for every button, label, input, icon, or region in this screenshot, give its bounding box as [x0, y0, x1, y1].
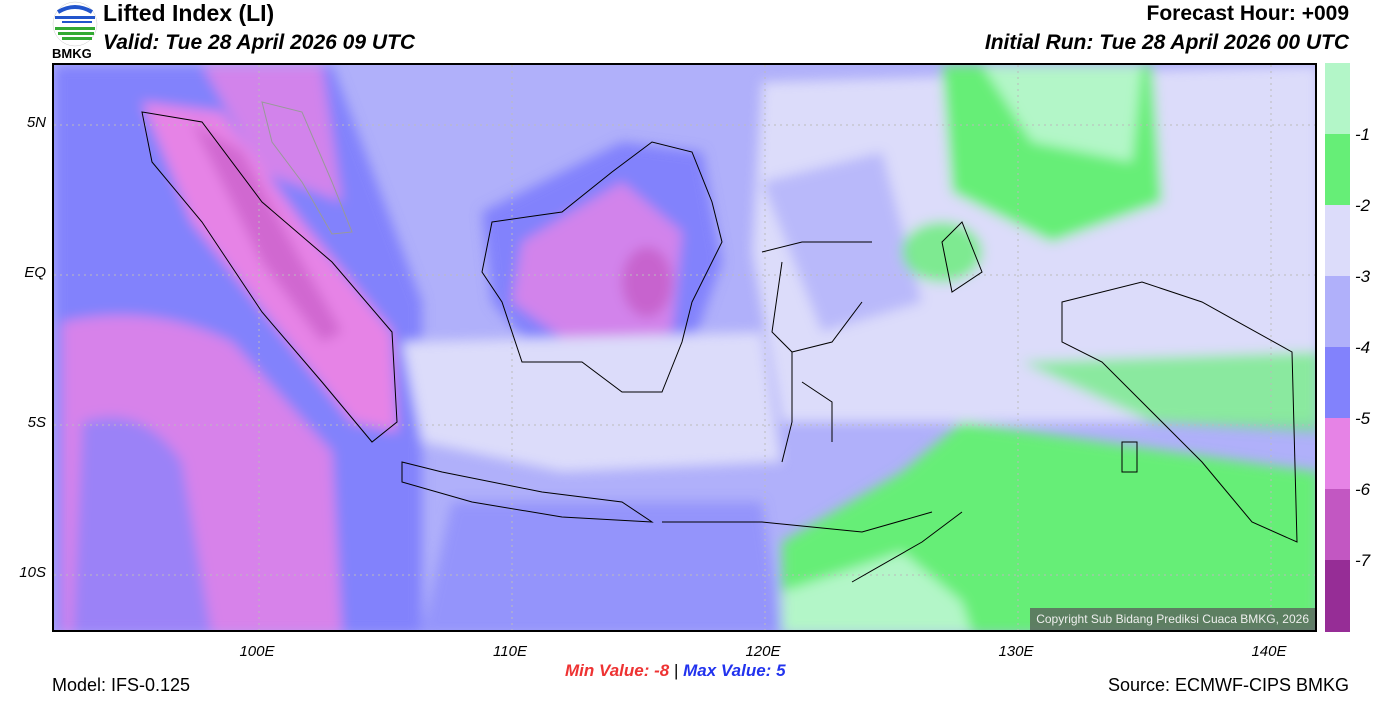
legend-label: -4 [1355, 338, 1371, 357]
model-label: Model: IFS-0.125 [52, 675, 191, 695]
legend-swatch [1325, 418, 1350, 489]
lon-label-140e: 140E [1251, 643, 1287, 660]
legend-label: -7 [1355, 551, 1371, 570]
lon-label-130e: 130E [998, 643, 1034, 660]
legend-label: -3 [1355, 267, 1371, 286]
lon-label-120e: 120E [745, 643, 781, 660]
lon-label-100e: 100E [239, 643, 275, 660]
max-label: Max Value: [683, 661, 772, 680]
legend-label: -6 [1355, 480, 1371, 499]
legend-swatch [1325, 276, 1350, 347]
legend-label: -2 [1355, 196, 1371, 215]
legend-swatch [1325, 489, 1350, 560]
forecast-hour: Forecast Hour: +009 [1146, 2, 1350, 25]
legend-label: -5 [1355, 409, 1371, 428]
coastlines [141, 101, 1298, 583]
legend-swatch [1325, 205, 1350, 276]
lifted-index-map: Copyright Sub Bidang Prediksi Cuaca BMKG… [52, 63, 1317, 632]
lon-label-110e: 110E [493, 643, 527, 660]
initial-run: Initial Run: Tue 28 April 2026 00 UTC [984, 31, 1349, 54]
map-field [54, 65, 1315, 630]
min-value: -8 [654, 661, 670, 680]
legend-swatch [1325, 134, 1350, 205]
lat-label-eq: EQ [24, 264, 46, 281]
lat-label-5s: 5S [27, 414, 46, 431]
min-max-values: Min Value: -8 | Max Value: 5 [565, 661, 786, 681]
legend-swatch [1325, 63, 1350, 134]
copyright-notice: Copyright Sub Bidang Prediksi Cuaca BMKG… [1030, 608, 1315, 630]
legend-label: -1 [1355, 125, 1371, 144]
color-legend [1325, 63, 1350, 632]
min-label: Min Value: [565, 661, 650, 680]
logo-text: BMKG [52, 46, 92, 61]
bmkg-logo: BMKG [50, 0, 100, 62]
max-value: 5 [776, 661, 786, 680]
valid-time: Valid: Tue 28 April 2026 09 UTC [103, 31, 416, 54]
chart-title: Lifted Index (LI) [103, 0, 275, 26]
lat-label-10s: 10S [19, 564, 46, 581]
legend-swatch [1325, 347, 1350, 418]
legend-swatch [1325, 560, 1350, 632]
source-label: Source: ECMWF-CIPS BMKG [1107, 675, 1349, 695]
separator: | [673, 661, 679, 680]
lat-label-5n: 5N [26, 114, 46, 131]
